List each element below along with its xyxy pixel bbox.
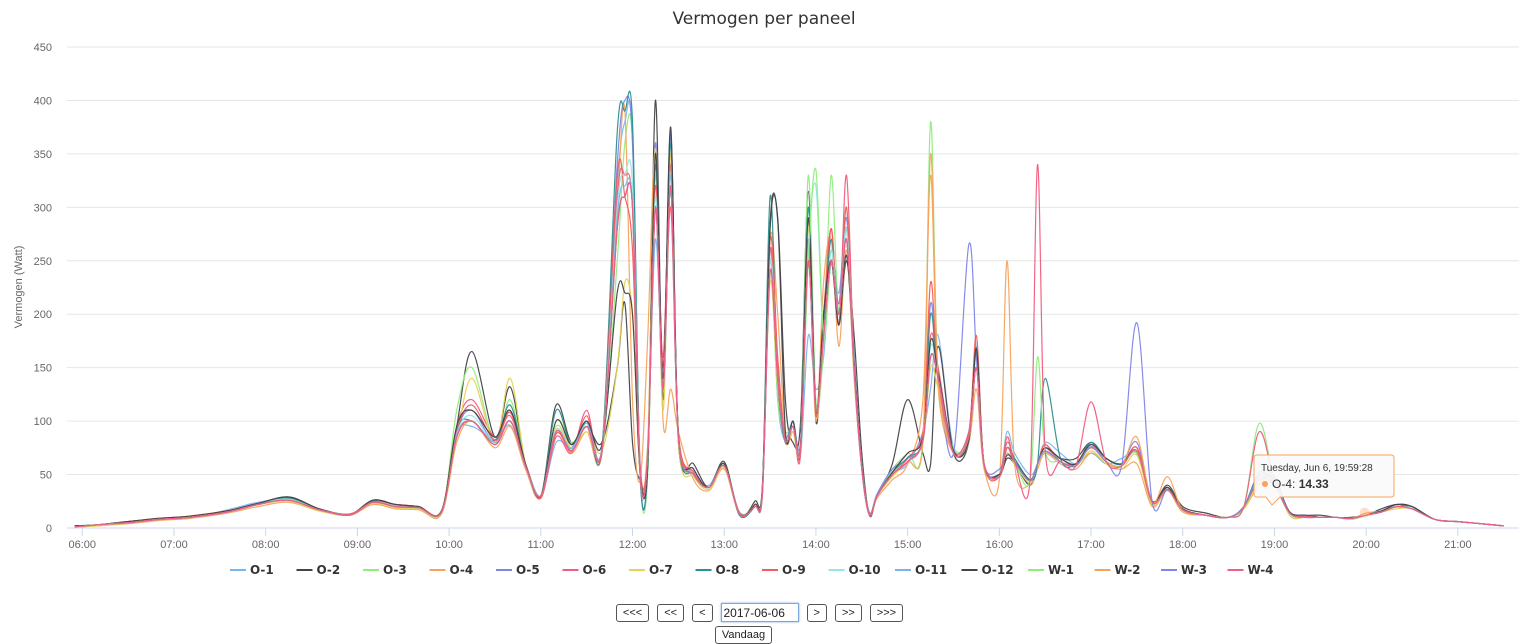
legend-item-o-6[interactable]: O-6 [562,563,607,577]
x-axis-ticks: 06:00 07:00 08:00 09:00 10:00 11:00 12:00 13:00… [69,528,1472,551]
legend-label: O-12 [982,563,1014,577]
legend-item-o-7[interactable]: O-7 [629,563,673,577]
legend-item-o-8[interactable]: O-8 [695,563,740,577]
legend-label: W-2 [1115,563,1141,577]
legend-label: W-4 [1248,563,1274,577]
y-tick-label: 50 [40,470,52,482]
x-tick-label: 12:00 [619,539,647,551]
legend-item-o-10[interactable]: O-10 [828,563,881,577]
tooltip-series-name: O-4 [1272,477,1292,491]
tooltip-body: O-4: 14.33 [1272,477,1329,491]
legend-item-o-5[interactable]: O-5 [496,563,540,577]
legend-item-w-2[interactable]: W-2 [1094,563,1141,577]
y-tick-label: 150 [34,363,52,375]
legend-label: W-3 [1181,563,1207,577]
y-axis-label: Vermogen (Watt) [13,246,25,329]
legend-item-o-1[interactable]: O-1 [230,563,274,577]
y-tick-label: 450 [34,42,52,54]
date-navigation: <<< << < > >> >>> Vandaag [0,603,1519,644]
grid-lines [67,46,1519,529]
legend-label: O-2 [317,563,341,577]
last-date-button[interactable]: >>> [869,603,904,622]
x-tick-label: 08:00 [252,539,280,551]
legend[interactable]: O-1 O-2 O-3 O-4 O-5 O-6 O-7 O-8 O-9 O-10 O-11 O-12 W… [230,563,1274,577]
legend-item-o-2[interactable]: O-2 [296,563,341,577]
chart-title: Vermogen per paneel [672,9,855,29]
x-tick-label: 15:00 [894,539,922,551]
series-lines [74,90,1504,528]
legend-label: O-9 [782,563,806,577]
tooltip-value: 14.33 [1299,477,1329,491]
x-tick-label: 06:00 [69,539,97,551]
y-tick-label: 300 [34,202,52,214]
legend-label: O-11 [915,563,947,577]
series-line-w-4[interactable] [74,163,1504,528]
legend-item-w-4[interactable]: W-4 [1227,563,1274,577]
legend-label: O-10 [849,563,881,577]
series-line-o-4[interactable] [74,102,1504,528]
x-tick-label: 18:00 [1169,539,1197,551]
x-tick-label: 16:00 [986,539,1014,551]
legend-item-w-1[interactable]: W-1 [1028,563,1074,577]
y-tick-label: 250 [34,256,52,268]
next-day-button[interactable]: > [806,603,827,622]
legend-label: O-1 [250,563,274,577]
hover-point-marker [1359,507,1370,518]
x-tick-label: 07:00 [160,539,188,551]
x-tick-label: 11:00 [527,539,554,551]
x-tick-label: 19:00 [1261,539,1289,551]
date-input[interactable] [720,603,799,622]
legend-label: O-8 [716,563,740,577]
tooltip-header: Tuesday, Jun 6, 19:59:28 [1261,463,1373,474]
today-row: Vandaag [0,626,1519,644]
y-axis-ticks: 0 50 100 150 200 250 300 350 400 450 [34,42,52,535]
x-tick-label: 10:00 [435,539,463,551]
x-tick-label: 17:00 [1077,539,1105,551]
next-week-button[interactable]: >> [834,603,862,622]
first-date-button[interactable]: <<< [615,603,650,622]
tooltip-separator: : [1292,477,1299,491]
y-tick-label: 200 [34,309,52,321]
x-tick-label: 13:00 [710,539,738,551]
legend-label: O-3 [383,563,407,577]
legend-label: O-5 [516,563,540,577]
legend-label: O-6 [583,563,607,577]
x-tick-label: 21:00 [1444,539,1472,551]
y-tick-label: 400 [34,95,52,107]
y-tick-label: 100 [34,416,52,428]
tooltip-series-marker [1262,481,1268,487]
legend-item-o-4[interactable]: O-4 [429,563,474,577]
legend-item-o-9[interactable]: O-9 [762,563,806,577]
legend-item-o-12[interactable]: O-12 [961,563,1014,577]
y-tick-label: 0 [46,523,52,535]
legend-item-w-3[interactable]: W-3 [1161,563,1207,577]
previous-week-button[interactable]: << [657,603,685,622]
y-tick-label: 350 [34,149,52,161]
x-tick-label: 14:00 [802,539,830,551]
x-tick-label: 09:00 [344,539,372,551]
previous-day-button[interactable]: < [692,603,713,622]
legend-item-o-11[interactable]: O-11 [895,563,947,577]
tooltip: Tuesday, Jun 6, 19:59:28 O-4: 14.33 [1253,454,1395,518]
legend-label: O-7 [649,563,673,577]
series-line-o-12[interactable] [74,126,1504,527]
tooltip-box [1253,454,1395,506]
legend-label: W-1 [1048,563,1074,577]
power-chart: Vermogen per paneel Vermogen (Watt) 0 50 1… [13,9,1519,577]
today-button[interactable]: Vandaag [714,626,773,644]
x-tick-label: 20:00 [1352,539,1380,551]
legend-item-o-3[interactable]: O-3 [363,563,407,577]
legend-label: O-4 [450,563,474,577]
date-navigation-row: <<< << < > >> >>> [0,603,1519,622]
